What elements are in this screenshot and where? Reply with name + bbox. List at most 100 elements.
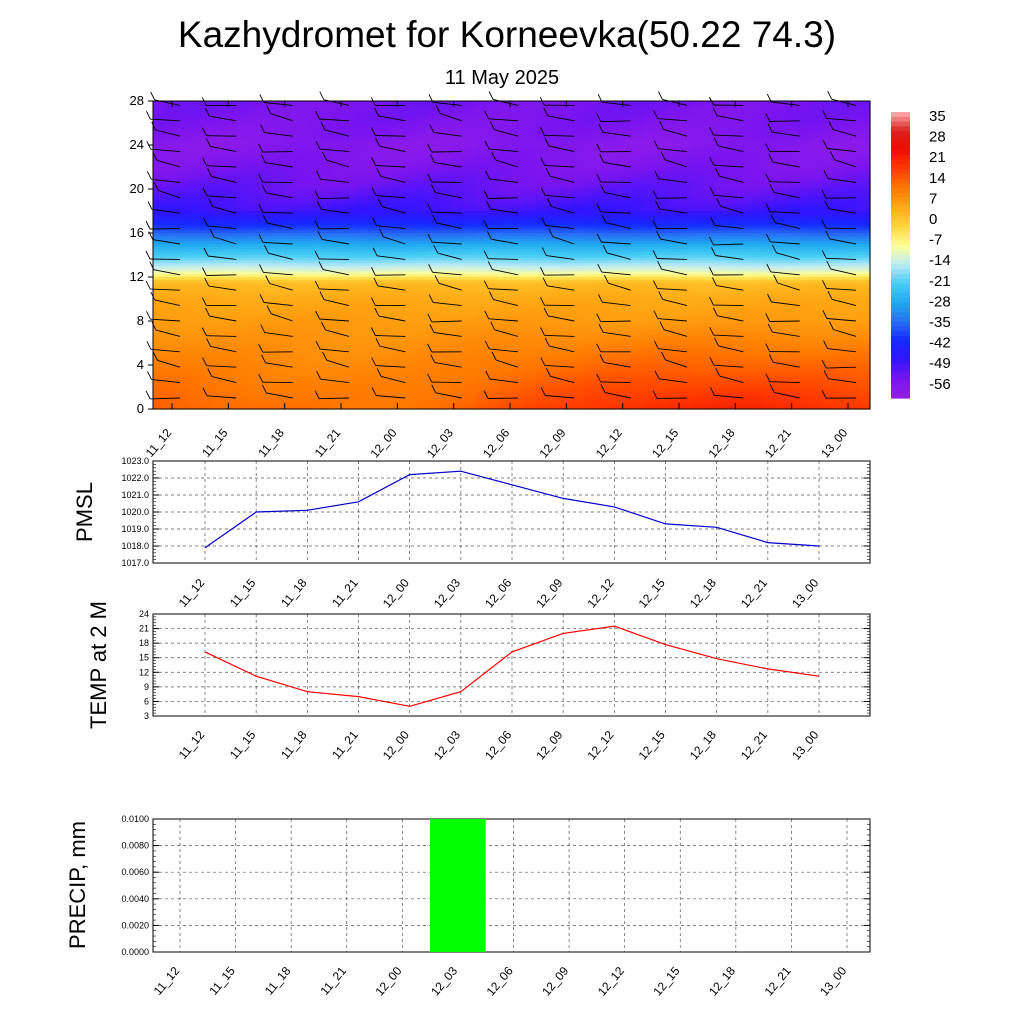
temperature-cell [176,312,190,317]
temperature-cell [511,392,525,396]
temperature-cell [631,296,644,300]
temperature-cell [224,197,238,201]
temperature-cell [368,145,381,149]
temperature-cell [547,208,560,212]
temperature-cell [571,263,584,267]
temperature-cell [427,312,441,317]
temperature-cell [296,246,309,251]
temperature-cell [642,175,656,179]
temperature-cell [535,241,548,245]
temperature-cell [332,216,345,220]
temperature-cell [547,400,560,405]
temperature-cell [153,326,166,330]
temperature-cell [415,398,429,402]
temperature-cell [451,109,465,113]
temperature-cell [320,367,333,372]
temperature-cell [272,120,286,124]
temperature-cell [571,153,584,157]
temperature-cell [666,285,680,289]
temperature-cell [619,101,632,105]
temperature-cell [236,106,250,110]
temperature-cell [475,285,489,289]
temperature-cell [296,398,309,402]
temperature-cell [654,274,668,278]
temperature-cell [188,186,202,190]
temperature-cell [654,285,668,289]
temperature-cell [678,172,692,176]
temperature-cell [619,376,632,380]
temperature-cell [320,120,333,124]
temperature-cell [642,230,656,234]
temperature-cell [523,238,536,242]
temperature-cell [595,307,608,311]
temperature-cell [607,103,620,108]
temperature-cell [403,147,417,152]
temperature-cell [320,296,333,300]
temperature-cell [176,178,190,182]
temperature-cell [380,389,393,394]
temperature-cell [475,112,489,116]
temperature-cell [356,359,369,363]
temperature-cell [296,285,309,289]
temperature-cell [475,224,489,229]
temperature-cell [583,304,596,308]
temperature-cell [260,406,274,410]
temperature-cell [487,345,501,350]
temperature-cell [403,158,417,163]
temperature-cell [583,296,596,300]
temperature-cell [547,389,560,394]
temperature-cell [487,400,501,405]
temperature-cell [248,238,262,242]
temperature-cell [666,180,680,185]
temperature-cell [272,406,286,410]
temperature-cell [583,268,596,273]
temperature-cell [368,224,381,229]
temperature-cell [176,164,190,168]
temperature-cell [392,389,405,394]
temperature-cell [368,406,381,410]
temperature-cell [260,139,274,143]
temperature-cell [164,145,178,149]
temperature-cell [654,164,668,168]
temperature-cell [356,136,369,141]
temperature-cell [368,222,381,226]
temperature-cell [392,109,405,113]
temperature-cell [200,279,214,284]
temperature-cell [475,345,489,350]
temperature-cell [415,400,429,405]
temperature-cell [176,323,190,328]
temperature-cell [320,351,333,355]
temperature-cell [607,400,620,405]
temperature-cell [320,224,333,229]
temperature-cell [642,290,656,295]
temperature-cell [164,222,178,226]
temperature-cell [248,200,262,204]
temperature-cell [631,112,644,116]
temperature-cell [284,150,297,154]
temperature-cell [642,101,656,105]
temperature-cell [654,103,668,108]
temperature-cell [475,340,489,344]
temperature-cell [368,205,381,209]
temperature-cell [188,101,202,105]
temperature-cell [392,191,405,196]
temperature-cell [487,370,501,374]
temperature-cell [344,136,357,141]
temperature-cell [547,384,560,388]
temperature-cell [666,235,680,240]
temperature-cell [236,142,250,146]
temperature-cell [607,246,620,251]
temperature-cell [164,147,178,152]
temperature-cell [631,395,644,399]
temperature-cell [188,266,202,270]
temperature-cell [499,252,513,256]
temperature-cell [308,208,321,212]
temperature-cell [380,370,393,374]
temperature-cell [415,252,429,256]
temperature-cell [631,403,644,407]
temperature-cell [642,351,656,355]
temperature-cell [392,211,405,215]
temperature-cell [619,268,632,273]
temperature-cell [308,103,321,108]
temperature-cell [427,202,441,207]
